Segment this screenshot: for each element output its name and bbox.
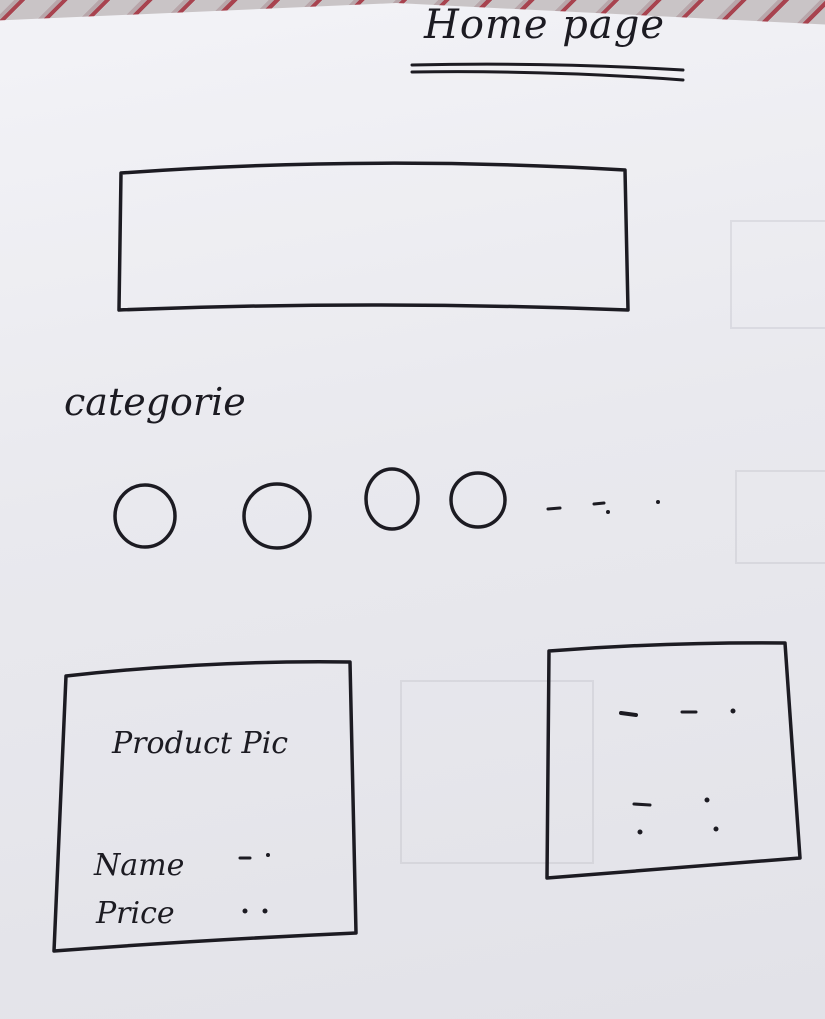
more-dash: [592, 501, 606, 506]
price-dot: [242, 908, 248, 914]
product-card-box: [545, 641, 802, 880]
price-dot: [262, 908, 268, 914]
placeholder-dash: [632, 802, 652, 807]
name-dot: [266, 853, 270, 857]
category-circle: [113, 483, 177, 549]
more-dot: [606, 510, 610, 514]
page-title: Home page: [424, 2, 666, 48]
show-through-box: [400, 680, 594, 864]
show-through-box: [735, 470, 825, 564]
product-card-title: Product Pic: [112, 726, 289, 761]
product-price-label: Price: [96, 896, 175, 931]
category-circle: [364, 467, 420, 531]
more-dot: [656, 500, 660, 504]
show-through-box: [730, 220, 825, 329]
title-underline: [410, 62, 685, 72]
product-name-label: Name: [94, 848, 185, 883]
placeholder-dot: [713, 826, 719, 832]
category-circle: [449, 471, 507, 529]
placeholder-dot: [637, 829, 643, 835]
placeholder-dash: [619, 711, 638, 717]
more-dash: [546, 506, 562, 511]
product-card-box: [52, 660, 358, 953]
placeholder-dot: [704, 797, 710, 803]
title-underline: [410, 70, 685, 82]
categories-label: categorie: [64, 380, 246, 424]
category-circle: [242, 482, 312, 550]
placeholder-dot: [730, 708, 736, 714]
banner-box: [117, 161, 630, 312]
